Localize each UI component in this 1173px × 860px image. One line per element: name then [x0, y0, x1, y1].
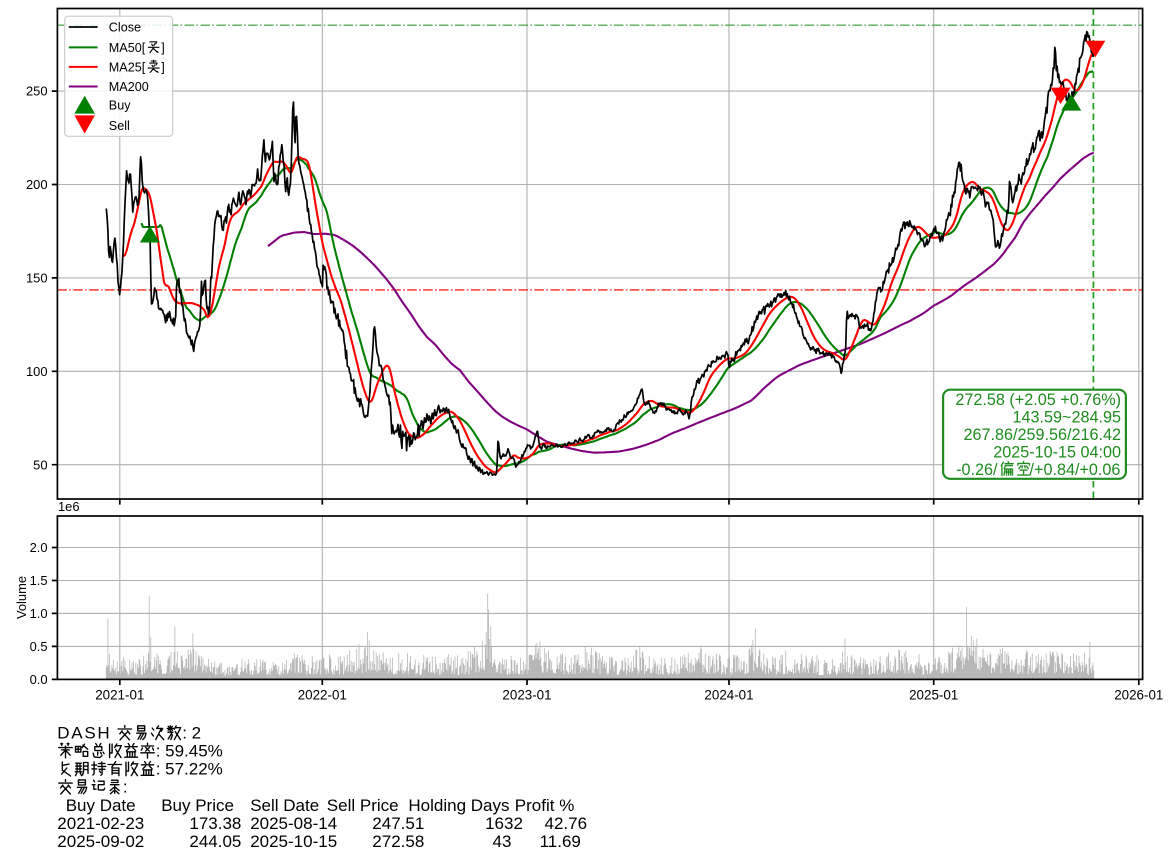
svg-text:-0.26/: -0.26/	[956, 461, 998, 479]
svg-text:50: 50	[33, 457, 47, 472]
svg-text:0.0: 0.0	[30, 672, 48, 687]
svg-text:/+0.84/+0.06: /+0.84/+0.06	[1030, 461, 1121, 479]
svg-text:Sell Date: Sell Date	[250, 796, 319, 815]
svg-text:Buy: Buy	[109, 99, 131, 113]
svg-text:2025-10-15 04:00: 2025-10-15 04:00	[993, 443, 1121, 461]
svg-text:Holding Days: Holding Days	[408, 796, 509, 815]
svg-text:1632: 1632	[485, 814, 523, 833]
svg-text:2025-10-15: 2025-10-15	[250, 832, 337, 851]
svg-text:250: 250	[26, 84, 48, 99]
svg-text:Close: Close	[109, 20, 141, 34]
svg-text:: 2: : 2	[182, 724, 201, 743]
svg-text:150: 150	[26, 271, 48, 286]
svg-text:173.38: 173.38	[189, 814, 241, 833]
svg-text:0.5: 0.5	[30, 639, 48, 654]
svg-text::: :	[123, 778, 128, 797]
svg-text:2025-09-02: 2025-09-02	[57, 832, 144, 851]
svg-text:247.51: 247.51	[372, 814, 424, 833]
svg-text:272.58: 272.58	[372, 832, 424, 851]
svg-text:2021-01: 2021-01	[95, 688, 144, 703]
svg-text:1e6: 1e6	[58, 499, 80, 514]
svg-text:2022-01: 2022-01	[298, 688, 347, 703]
svg-text:2.0: 2.0	[30, 540, 48, 555]
svg-text:2021-02-23: 2021-02-23	[57, 814, 144, 833]
svg-text:100: 100	[26, 364, 48, 379]
svg-text:Buy Date: Buy Date	[66, 796, 136, 815]
svg-text:MA50[: MA50[	[109, 41, 146, 55]
svg-text:Sell Price: Sell Price	[327, 796, 399, 815]
svg-text:43: 43	[493, 832, 512, 851]
svg-text:Buy Price: Buy Price	[161, 796, 234, 815]
svg-text:Sell: Sell	[109, 119, 130, 133]
svg-text:2023-01: 2023-01	[502, 688, 551, 703]
svg-text:2025-08-14: 2025-08-14	[250, 814, 337, 833]
svg-text:244.05: 244.05	[189, 832, 241, 851]
svg-text:DASH: DASH	[57, 724, 111, 743]
svg-text:143.59~284.95: 143.59~284.95	[1013, 408, 1121, 426]
svg-text:1.0: 1.0	[30, 606, 48, 621]
svg-text:267.86/259.56/216.42: 267.86/259.56/216.42	[963, 426, 1121, 444]
svg-text:]: ]	[161, 41, 165, 55]
svg-text:Volume: Volume	[14, 576, 29, 619]
svg-text:MA25[: MA25[	[109, 60, 146, 74]
svg-text:1.5: 1.5	[30, 573, 48, 588]
svg-text:Profit %: Profit %	[515, 796, 575, 815]
svg-text:200: 200	[26, 177, 48, 192]
svg-text:]: ]	[161, 60, 165, 74]
svg-text:2024-01: 2024-01	[704, 688, 753, 703]
svg-text:: 59.45%: : 59.45%	[156, 742, 223, 761]
svg-text:2025-01: 2025-01	[909, 688, 958, 703]
svg-text:11.69: 11.69	[540, 832, 581, 851]
svg-text:MA200: MA200	[109, 80, 149, 94]
svg-text:272.58 (+2.05 +0.76%): 272.58 (+2.05 +0.76%)	[955, 391, 1121, 409]
svg-text:2026-01: 2026-01	[1114, 688, 1163, 703]
svg-text:42.76: 42.76	[545, 814, 588, 833]
svg-text:: 57.22%: : 57.22%	[156, 760, 223, 779]
